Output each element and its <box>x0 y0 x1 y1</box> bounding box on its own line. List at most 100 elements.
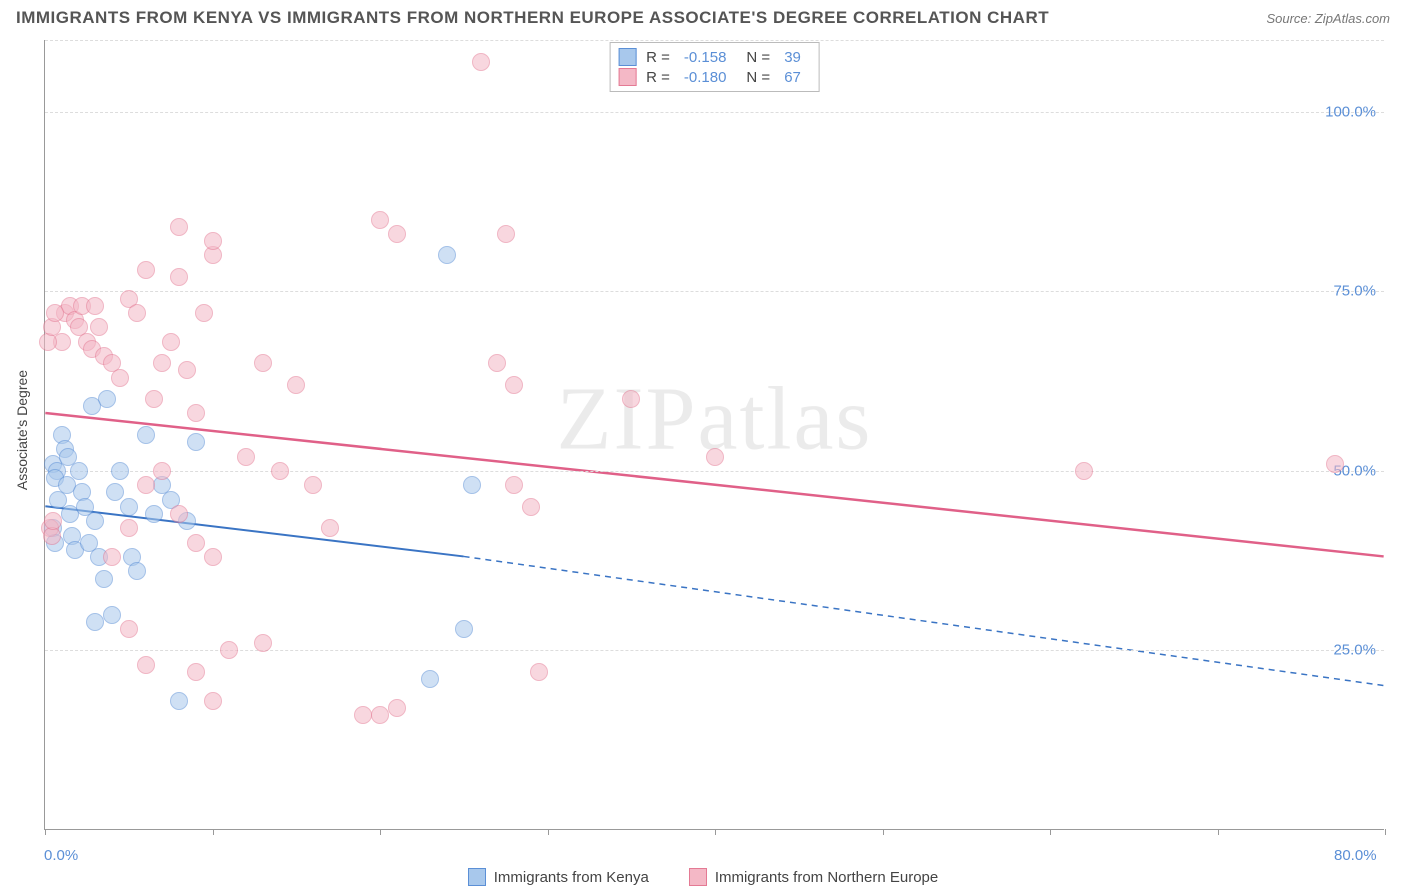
data-point <box>187 534 205 552</box>
data-point <box>463 476 481 494</box>
data-point <box>120 519 138 537</box>
data-point <box>472 53 490 71</box>
data-point <box>187 663 205 681</box>
data-point <box>103 548 121 566</box>
gridline <box>45 471 1384 472</box>
data-point <box>44 512 62 530</box>
y-axis-title: Associate's Degree <box>14 370 30 490</box>
data-point <box>371 706 389 724</box>
y-tick-label: 75.0% <box>1333 283 1376 300</box>
data-point <box>204 692 222 710</box>
legend-swatch <box>689 868 707 886</box>
data-point <box>70 462 88 480</box>
data-point <box>254 634 272 652</box>
x-tick <box>715 829 716 835</box>
data-point <box>388 699 406 717</box>
data-point <box>120 620 138 638</box>
data-point <box>162 333 180 351</box>
data-point <box>86 297 104 315</box>
data-point <box>505 376 523 394</box>
data-point <box>204 232 222 250</box>
data-point <box>170 505 188 523</box>
regression-lines <box>45 40 1384 829</box>
data-point <box>95 570 113 588</box>
data-point <box>220 641 238 659</box>
n-label: N = <box>746 49 770 66</box>
x-tick <box>45 829 46 835</box>
data-point <box>170 218 188 236</box>
r-label: R = <box>646 69 670 86</box>
legend-label: Immigrants from Kenya <box>494 869 649 886</box>
series-legend: Immigrants from Kenya Immigrants from No… <box>0 868 1406 886</box>
legend-item: Immigrants from Kenya <box>468 868 649 886</box>
legend-swatch <box>618 48 636 66</box>
data-point <box>137 261 155 279</box>
data-point <box>622 390 640 408</box>
x-tick <box>380 829 381 835</box>
data-point <box>128 304 146 322</box>
gridline <box>45 650 1384 651</box>
data-point <box>111 462 129 480</box>
y-tick-label: 100.0% <box>1325 103 1376 120</box>
x-tick-label: 80.0% <box>1334 847 1377 864</box>
data-point <box>178 361 196 379</box>
stats-legend-box: R = -0.158 N = 39 R = -0.180 N = 67 <box>609 42 820 92</box>
data-point <box>1075 462 1093 480</box>
x-tick <box>1385 829 1386 835</box>
x-tick <box>883 829 884 835</box>
data-point <box>438 246 456 264</box>
data-point <box>371 211 389 229</box>
data-point <box>145 390 163 408</box>
data-point <box>388 225 406 243</box>
n-label: N = <box>746 69 770 86</box>
data-point <box>237 448 255 466</box>
data-point <box>488 354 506 372</box>
stats-row: R = -0.180 N = 67 <box>618 67 811 87</box>
data-point <box>1326 455 1344 473</box>
data-point <box>120 498 138 516</box>
x-tick <box>213 829 214 835</box>
legend-item: Immigrants from Northern Europe <box>689 868 938 886</box>
x-tick <box>1050 829 1051 835</box>
data-point <box>530 663 548 681</box>
data-point <box>187 404 205 422</box>
legend-label: Immigrants from Northern Europe <box>715 869 938 886</box>
source-label: Source: ZipAtlas.com <box>1266 11 1390 26</box>
data-point <box>170 692 188 710</box>
data-point <box>106 483 124 501</box>
chart-title: IMMIGRANTS FROM KENYA VS IMMIGRANTS FROM… <box>16 8 1049 28</box>
gridline <box>45 112 1384 113</box>
data-point <box>354 706 372 724</box>
n-value: 67 <box>784 69 801 86</box>
x-tick <box>1218 829 1219 835</box>
r-value: -0.180 <box>684 69 727 86</box>
data-point <box>254 354 272 372</box>
data-point <box>287 376 305 394</box>
data-point <box>145 505 163 523</box>
data-point <box>137 656 155 674</box>
data-point <box>455 620 473 638</box>
data-point <box>128 562 146 580</box>
data-point <box>321 519 339 537</box>
data-point <box>90 318 108 336</box>
data-point <box>522 498 540 516</box>
data-point <box>137 476 155 494</box>
n-value: 39 <box>784 49 801 66</box>
data-point <box>271 462 289 480</box>
r-value: -0.158 <box>684 49 727 66</box>
data-point <box>204 548 222 566</box>
data-point <box>421 670 439 688</box>
scatter-chart: ZIPatlas R = -0.158 N = 39 R = -0.180 N … <box>44 40 1384 830</box>
x-tick <box>548 829 549 835</box>
data-point <box>505 476 523 494</box>
data-point <box>170 268 188 286</box>
data-point <box>103 606 121 624</box>
x-tick-label: 0.0% <box>44 847 78 864</box>
data-point <box>46 304 64 322</box>
r-label: R = <box>646 49 670 66</box>
data-point <box>111 369 129 387</box>
data-point <box>153 354 171 372</box>
data-point <box>706 448 724 466</box>
legend-swatch <box>618 68 636 86</box>
gridline <box>45 291 1384 292</box>
